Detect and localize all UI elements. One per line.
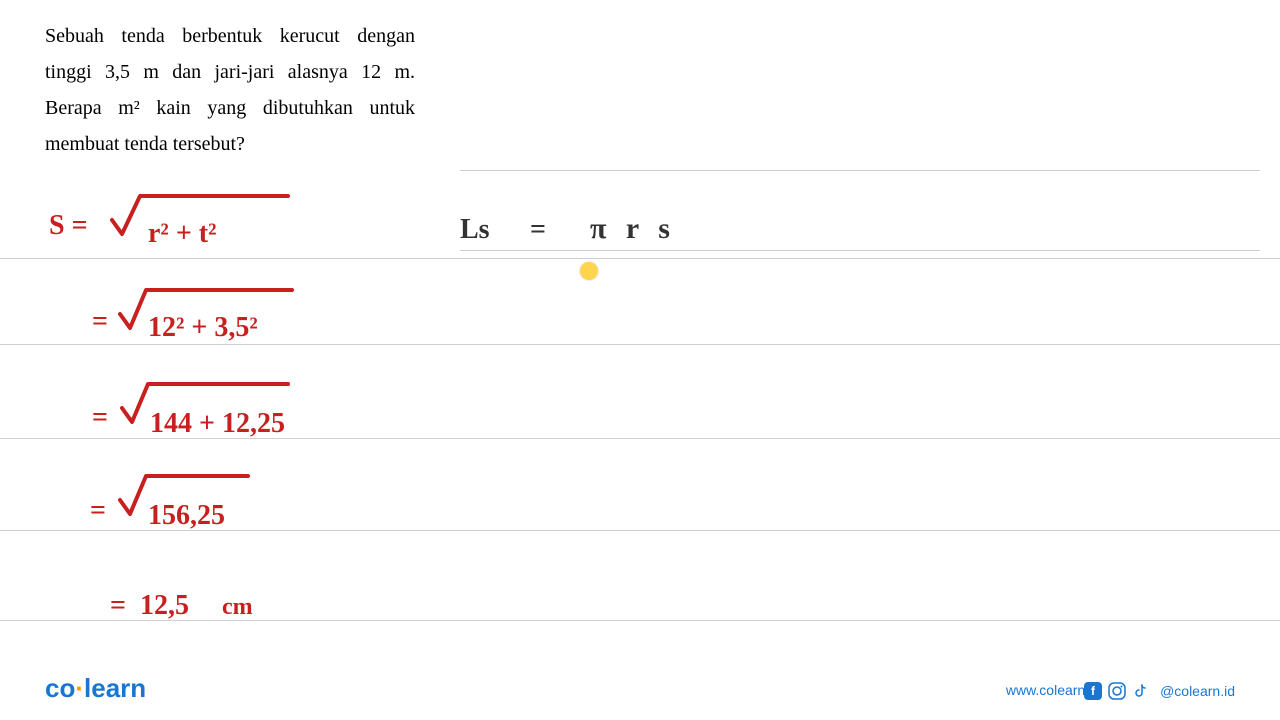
rule-line — [0, 258, 1280, 259]
instagram-icon — [1108, 682, 1126, 700]
facebook-icon: f — [1084, 682, 1102, 700]
rule-line — [460, 170, 1260, 171]
hand-unit: cm — [222, 594, 253, 621]
hand-144: 144 + 12,25 — [150, 408, 285, 440]
hand-12-35: 12² + 3,5² — [148, 312, 258, 344]
rule-line — [460, 250, 1260, 251]
footer-socials: f @colearn.id — [1084, 682, 1235, 700]
hand-eq2: = — [92, 306, 108, 338]
cursor-indicator — [580, 262, 598, 280]
hand-s-eq: S = — [49, 210, 88, 242]
hand-eq5: = — [110, 590, 126, 622]
hand-r2t2: r² + t² — [148, 218, 217, 250]
logo-learn: learn — [84, 673, 146, 703]
hand-eq4: = — [90, 495, 106, 527]
rule-line — [0, 344, 1280, 345]
hand-ls: Ls — [460, 214, 490, 246]
hand-ls-eq: = — [530, 214, 546, 246]
logo-dot: · — [75, 673, 84, 703]
hand-ls-rhs: π r s — [590, 212, 676, 246]
brand-logo: co·learn — [45, 673, 146, 704]
hand-eq3: = — [92, 402, 108, 434]
logo-co: co — [45, 673, 75, 703]
hand-156: 156,25 — [148, 500, 225, 532]
rule-line — [0, 620, 1280, 621]
hand-answer: 12,5 — [140, 590, 189, 622]
tiktok-icon — [1132, 682, 1150, 700]
question-text: Sebuah tenda berbentuk kerucut dengan ti… — [45, 18, 415, 162]
social-handle: @colearn.id — [1160, 683, 1235, 699]
